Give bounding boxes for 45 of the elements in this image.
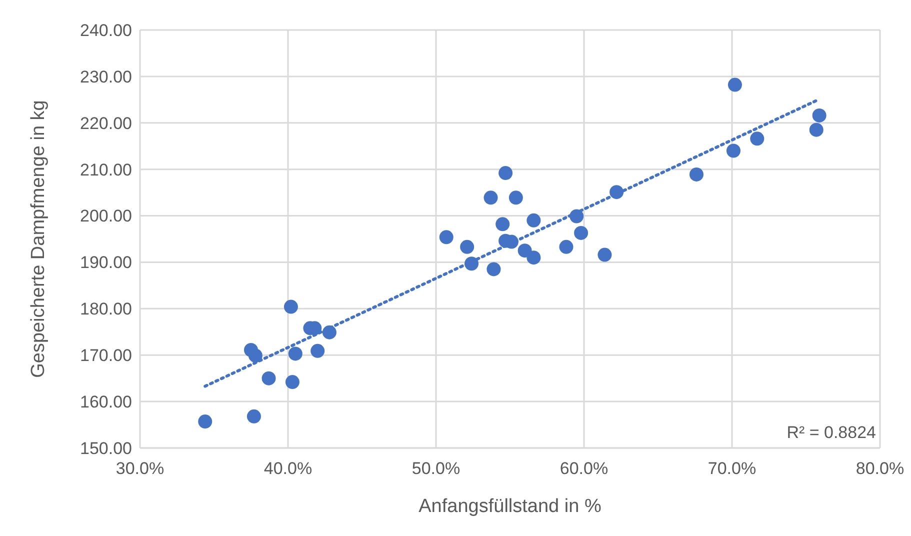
y-tick-label: 230.00 xyxy=(80,67,132,86)
point xyxy=(285,375,300,390)
x-tick-label: 70.0% xyxy=(708,459,756,478)
x-tick-label: 60.0% xyxy=(560,459,608,478)
x-tick-label: 80.0% xyxy=(856,459,904,478)
point xyxy=(812,108,826,122)
y-tick-label: 180.00 xyxy=(80,300,132,319)
y-tick-label: 160.00 xyxy=(80,392,132,412)
point xyxy=(526,250,541,265)
point xyxy=(526,213,541,228)
y-axis-title: Gespeicherte Dampfmenge in kg xyxy=(28,100,49,378)
point xyxy=(574,226,588,240)
x-tick-label: 40.0% xyxy=(264,459,312,478)
point xyxy=(284,300,298,314)
point xyxy=(498,166,513,180)
point xyxy=(559,240,574,254)
point xyxy=(310,344,325,358)
point xyxy=(508,190,523,205)
y-tick-label: 200.00 xyxy=(80,206,132,226)
point xyxy=(288,346,302,361)
point xyxy=(460,240,474,254)
point xyxy=(726,144,740,158)
x-axis-title: Anfangsfüllstand in % xyxy=(418,496,602,517)
point xyxy=(439,230,454,244)
point xyxy=(809,122,824,137)
point xyxy=(198,414,212,429)
x-tick-label: 30.0% xyxy=(116,459,164,478)
point xyxy=(486,262,501,276)
y-tick-label: 150.00 xyxy=(80,438,132,458)
point xyxy=(248,348,262,363)
point xyxy=(598,248,612,262)
y-tick-label: 170.00 xyxy=(80,346,132,366)
y-tick-label: 240.00 xyxy=(80,20,132,40)
point xyxy=(484,190,498,205)
point xyxy=(262,371,276,386)
point xyxy=(246,409,261,424)
point xyxy=(750,132,764,146)
point xyxy=(496,217,510,232)
point xyxy=(689,167,704,182)
y-tick-label: 210.00 xyxy=(80,160,132,180)
x-tick-label: 50.0% xyxy=(412,459,460,478)
annotation: R² = 0.8824 xyxy=(786,423,876,442)
point xyxy=(728,78,742,92)
y-tick-label: 190.00 xyxy=(80,253,132,272)
y-tick-label: 220.00 xyxy=(80,114,132,133)
